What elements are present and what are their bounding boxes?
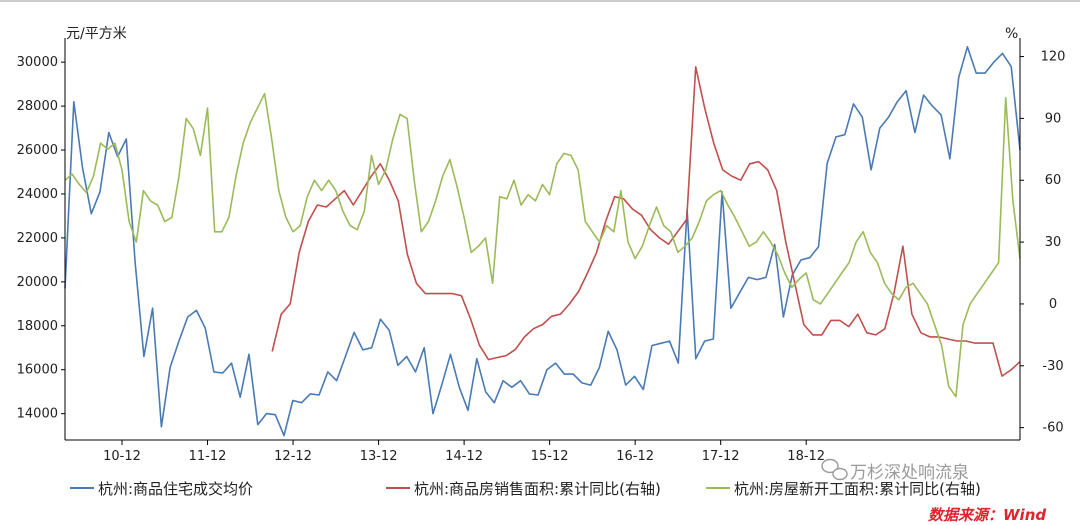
y-left-ticks: 14000 16000 18000 20000 22000 24000 26000 28000… — [17, 55, 65, 422]
y-right-tick-label: 0 — [1049, 297, 1057, 312]
y-left-tick-label: 30000 — [17, 55, 58, 70]
x-tick-label: 13-12 — [360, 449, 398, 464]
series-line-1 — [64, 46, 1021, 437]
y-right-ticks: -60 -30 0 30 60 90 120 — [1020, 50, 1065, 436]
y-left-tick-label: 26000 — [17, 143, 58, 158]
x-tick-label: 15-12 — [531, 449, 569, 464]
x-tick-label: 16-12 — [616, 449, 654, 464]
x-tick-label: 18-12 — [787, 449, 825, 464]
watermark: 万杉深处响流泉 — [821, 458, 969, 483]
series-line-3 — [64, 92, 1021, 398]
y-right-tick-label: -60 — [1042, 421, 1063, 436]
y-right-tick-label: 120 — [1041, 50, 1066, 65]
legend-label-new-starts: 杭州:房屋新开工面积:累计同比(右轴) — [734, 480, 981, 498]
y-left-tick-label: 24000 — [17, 187, 58, 202]
series-lines — [64, 46, 1021, 437]
legend-label-sales-area: 杭州:商品房销售面积:累计同比(右轴) — [414, 480, 661, 498]
x-tick-label: 11-12 — [189, 449, 227, 464]
x-tick-label: 17-12 — [702, 449, 740, 464]
y-left-tick-label: 20000 — [17, 275, 58, 290]
y-right-tick-label: 30 — [1045, 235, 1062, 250]
x-tick-label: 12-12 — [274, 449, 312, 464]
y-left-tick-label: 22000 — [17, 231, 58, 246]
legend-label-price: 杭州:商品住宅成交均价 — [98, 480, 253, 498]
y-right-tick-label: 60 — [1045, 173, 1062, 188]
y-right-tick-label: 90 — [1045, 111, 1062, 126]
x-tick-label: 14-12 — [445, 449, 483, 464]
watermark-text: 万杉深处响流泉 — [850, 463, 969, 483]
y-left-tick-label: 28000 — [17, 99, 58, 114]
x-tick-label: 10-12 — [103, 449, 141, 464]
wechat-icon — [821, 458, 848, 481]
x-ticks: 10-12 11-12 12-12 13-12 14-12 15-12 16-12 17-12… — [103, 440, 825, 464]
y-left-tick-label: 14000 — [17, 407, 58, 422]
y-right-unit-label: % — [1005, 26, 1018, 42]
y-left-tick-label: 18000 — [17, 319, 58, 334]
y-right-tick-label: -30 — [1042, 359, 1063, 374]
series-line-2 — [271, 66, 1021, 377]
source-note: 数据来源：Wind — [928, 506, 1046, 524]
y-left-unit-label: 元/平方米 — [66, 26, 127, 42]
y-left-tick-label: 16000 — [17, 363, 58, 378]
legend: 杭州:商品住宅成交均价 杭州:商品房销售面积:累计同比(右轴) 杭州:房屋新开工… — [70, 480, 981, 498]
